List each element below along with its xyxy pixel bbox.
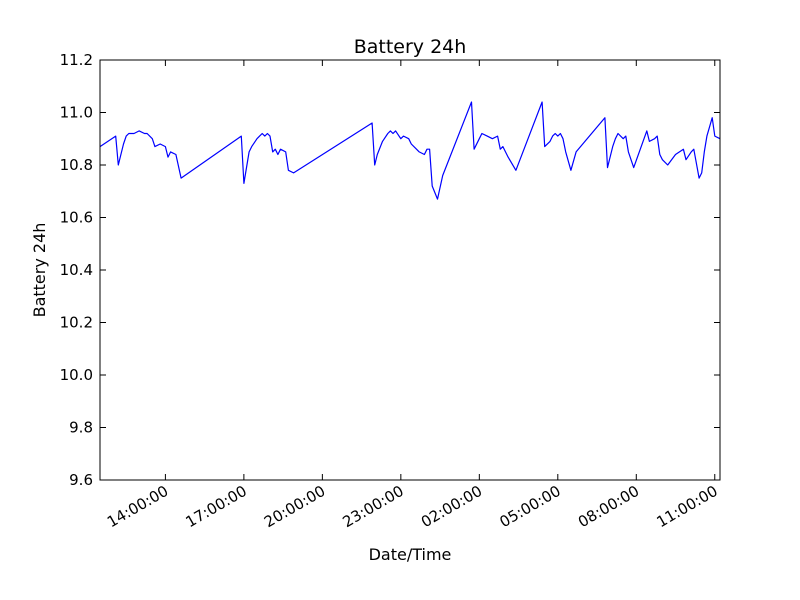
y-axis-title: Battery 24h — [30, 223, 49, 318]
y-tick-label: 10.8 — [60, 156, 93, 174]
x-axis-title: Date/Time — [369, 545, 452, 564]
series-line-0 — [99, 101, 721, 200]
y-tick-label: 11.2 — [60, 51, 93, 69]
y-tick-label: 9.8 — [69, 419, 93, 437]
y-tick-label: 11.0 — [60, 104, 93, 122]
y-tick-label: 9.6 — [69, 471, 93, 489]
y-tick-label: 10.6 — [60, 209, 93, 227]
y-tick-label: 10.2 — [60, 314, 93, 332]
y-tick-label: 10.4 — [60, 261, 93, 279]
chart-title: Battery 24h — [354, 36, 467, 58]
y-tick-label: 10.0 — [60, 366, 93, 384]
